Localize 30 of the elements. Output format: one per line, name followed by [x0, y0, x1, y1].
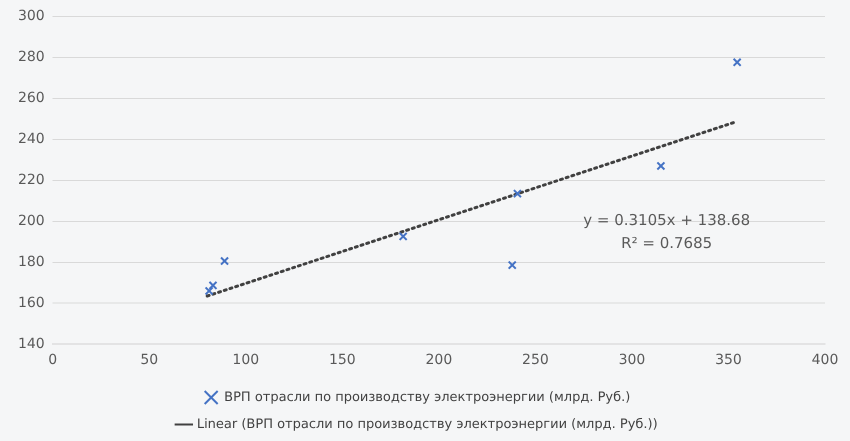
- point: [208, 280, 218, 290]
- x-tick-label: 350: [715, 352, 742, 368]
- y-tick-label: 260: [18, 90, 45, 106]
- point: [204, 286, 214, 296]
- y-tick-label: 180: [18, 254, 45, 270]
- y-tick-label: 160: [18, 294, 45, 311]
- y-tick-label: 240: [18, 130, 45, 147]
- y-tick-label: 280: [18, 49, 45, 66]
- x-tick-label: 400: [812, 352, 838, 368]
- legend-label: ВРП отрасли по производству электроэнергии (млрд. Руб.): [224, 390, 630, 405]
- y-tick-label: 300: [18, 8, 45, 24]
- point: [732, 58, 742, 67]
- x-tick-label: 200: [425, 352, 452, 368]
- x-tick-label: 0: [48, 352, 58, 368]
- point: [398, 232, 408, 241]
- x-tick-label: 150: [328, 352, 356, 368]
- y-tick-label: 200: [18, 212, 45, 229]
- point: [508, 260, 517, 270]
- y-tick-label: 220: [18, 172, 45, 188]
- x-tick-label: 100: [232, 352, 260, 368]
- point: [656, 161, 666, 170]
- x-tick-label: 50: [140, 352, 158, 368]
- x-tick-label: 250: [522, 352, 549, 368]
- y-tick-label: 140: [18, 336, 45, 352]
- point: [512, 189, 522, 198]
- point: [220, 256, 230, 266]
- x-tick-label: 300: [618, 352, 646, 368]
- annotation: y = 0.3105x + 138.68: [583, 211, 750, 230]
- annotation: R² = 0.7685: [621, 234, 712, 252]
- legend-label: Linear (ВРП отрасли по производству электроэнергии (млрд. Руб.)): [196, 416, 658, 432]
